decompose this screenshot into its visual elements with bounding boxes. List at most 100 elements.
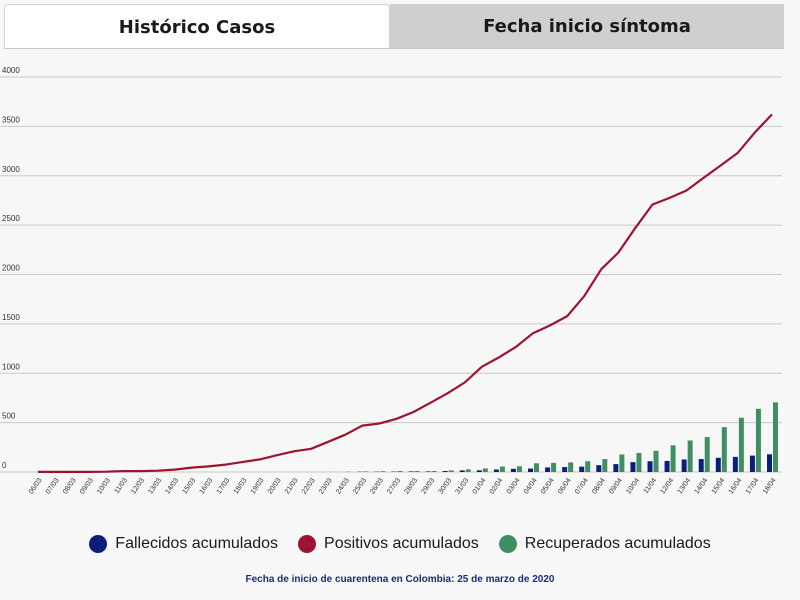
bar-recuperados — [568, 462, 574, 472]
x-tick-label: 19/03 — [250, 477, 266, 495]
x-tick-label: 15/04 — [711, 477, 727, 495]
bar-fallecidos — [681, 459, 687, 472]
x-tick-label: 30/03 — [438, 477, 454, 495]
bar-recuperados — [448, 470, 454, 472]
x-tick-label: 27/03 — [386, 477, 402, 495]
legend-label-positivos: Positivos acumulados — [324, 535, 479, 552]
bar-recuperados — [653, 450, 659, 472]
x-tick-label: 13/03 — [147, 477, 163, 495]
x-tick-label: 17/03 — [216, 477, 232, 495]
x-tick-label: 06/04 — [557, 477, 573, 495]
x-tick-label: 20/03 — [267, 477, 283, 495]
x-tick-label: 26/03 — [369, 477, 385, 495]
bar-recuperados — [687, 440, 693, 472]
x-tick-label: 09/04 — [608, 477, 624, 495]
x-tick-label: 31/03 — [455, 477, 471, 495]
x-tick-label: 24/03 — [335, 477, 351, 495]
bar-fallecidos — [562, 467, 568, 472]
tab-bar: Histórico Casos Fecha inicio síntoma — [0, 0, 800, 50]
bar-recuperados — [465, 469, 471, 472]
legend-item-recuperados[interactable]: Recuperados acumulados — [498, 535, 711, 553]
x-tick-label: 08/04 — [591, 477, 607, 495]
y-tick-label: 2500 — [2, 214, 20, 223]
x-tick-label: 21/03 — [284, 477, 300, 495]
x-tick-label: 16/03 — [199, 477, 215, 495]
x-tick-label: 05/04 — [540, 477, 556, 495]
legend-dot-positivos — [298, 535, 317, 553]
legend-dot-fallecidos — [89, 535, 108, 553]
y-tick-label: 500 — [2, 412, 16, 421]
bar-recuperados — [431, 471, 437, 472]
bar-recuperados — [602, 459, 608, 472]
bar-recuperados — [482, 468, 488, 472]
bar-recuperados — [755, 408, 761, 472]
y-tick-label: 4000 — [2, 66, 20, 75]
bar-fallecidos — [647, 461, 653, 472]
legend-label-fallecidos: Fallecidos acumulados — [115, 535, 279, 552]
bar-fallecidos — [613, 464, 619, 472]
x-tick-label: 09/03 — [79, 477, 95, 495]
bar-fallecidos — [596, 465, 602, 472]
bar-recuperados — [551, 462, 557, 472]
y-tick-label: 1500 — [2, 313, 20, 322]
bar-recuperados — [721, 427, 727, 472]
x-tick-label: 13/04 — [676, 477, 692, 495]
x-tick-label: 25/03 — [352, 477, 368, 495]
bar-fallecidos — [630, 462, 636, 472]
tab-fecha-inicio-sintoma[interactable]: Fecha inicio síntoma — [390, 4, 784, 49]
x-tick-label: 22/03 — [301, 477, 317, 495]
bar-fallecidos — [767, 454, 772, 472]
bar-fallecidos — [579, 466, 585, 472]
bar-recuperados — [499, 466, 505, 472]
x-tick-label: 07/04 — [574, 477, 590, 495]
x-tick-label: 29/03 — [420, 477, 436, 495]
bar-recuperados — [704, 437, 710, 472]
bar-fallecidos — [408, 471, 414, 472]
x-tick-label: 15/03 — [181, 477, 197, 495]
bar-fallecidos — [493, 469, 499, 472]
bar-recuperados — [380, 471, 386, 472]
legend-item-positivos[interactable]: Positivos acumulados — [298, 535, 479, 553]
bar-recuperados — [670, 445, 676, 472]
x-tick-label: 11/04 — [643, 477, 659, 495]
bar-fallecidos — [476, 470, 482, 472]
x-tick-label: 06/03 — [28, 477, 44, 495]
bar-fallecidos — [528, 468, 534, 472]
x-tick-label: 14/03 — [164, 477, 180, 495]
x-tick-label: 04/04 — [523, 477, 539, 495]
bar-fallecidos — [459, 470, 465, 472]
legend-dot-recuperados — [498, 535, 517, 553]
x-tick-label: 10/04 — [625, 477, 641, 495]
bar-recuperados — [636, 452, 642, 472]
x-tick-label: 08/03 — [62, 477, 78, 495]
x-tick-label: 10/03 — [96, 477, 112, 495]
x-tick-label: 12/04 — [659, 477, 675, 495]
legend-item-fallecidos[interactable]: Fallecidos acumulados — [89, 535, 278, 553]
bar-recuperados — [773, 402, 778, 472]
bar-fallecidos — [442, 471, 448, 472]
bar-recuperados — [738, 417, 744, 472]
quarantine-footnote: Fecha de inicio de cuarentena en Colombi… — [245, 574, 555, 585]
bar-fallecidos — [749, 455, 755, 472]
y-tick-label: 0 — [2, 461, 7, 470]
bar-recuperados — [516, 466, 522, 472]
x-tick-label: 16/04 — [728, 477, 744, 495]
bar-recuperados — [397, 471, 403, 472]
bar-fallecidos — [510, 468, 516, 472]
legend-label-recuperados: Recuperados acumulados — [524, 535, 711, 552]
x-tick-label: 17/04 — [745, 477, 761, 495]
y-tick-label: 2000 — [2, 264, 20, 273]
tab-historico-casos[interactable]: Histórico Casos — [4, 4, 390, 49]
tab-divider — [4, 48, 784, 49]
line-positivos — [38, 113, 773, 473]
x-tick-label: 01/04 — [472, 477, 488, 495]
y-tick-label: 1000 — [2, 362, 20, 371]
y-tick-label: 3500 — [2, 115, 20, 124]
bar-fallecidos — [664, 460, 670, 472]
bar-recuperados — [363, 471, 369, 472]
x-tick-label: 11/03 — [114, 477, 130, 495]
bar-fallecidos — [732, 456, 738, 472]
x-tick-label: 18/03 — [233, 477, 249, 495]
x-tick-label: 18/04 — [762, 477, 778, 495]
